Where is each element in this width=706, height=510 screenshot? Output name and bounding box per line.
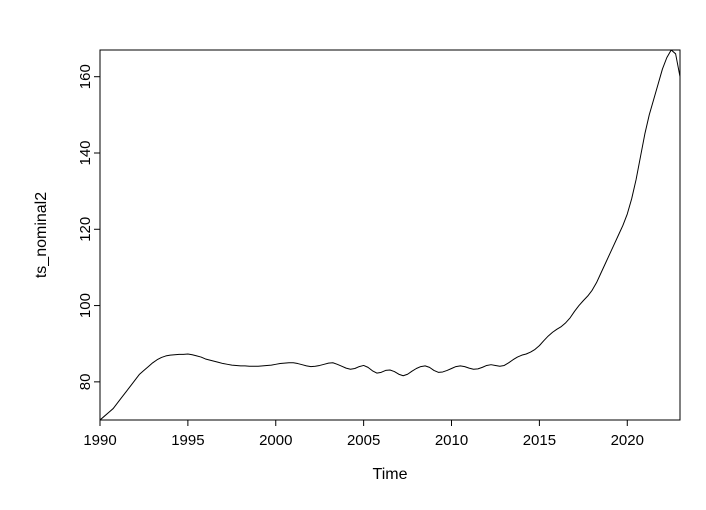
x-axis-label: Time bbox=[373, 466, 408, 483]
x-tick-label: 2020 bbox=[611, 432, 644, 449]
y-tick-label: 140 bbox=[77, 140, 94, 165]
line-chart: 1990 1995 2000 2005 2010 2015 2020 80 100 120 140 1… bbox=[0, 0, 706, 510]
x-tick-label: 2015 bbox=[523, 432, 556, 449]
x-tick-label: 1990 bbox=[83, 432, 116, 449]
x-tick-label: 1995 bbox=[171, 432, 204, 449]
y-tick-label: 160 bbox=[77, 64, 94, 89]
x-tick-label: 2005 bbox=[347, 432, 380, 449]
y-axis-label: ts_nominal2 bbox=[33, 192, 50, 278]
y-tick-label: 120 bbox=[77, 217, 94, 242]
x-tick-label: 2000 bbox=[259, 432, 292, 449]
y-tick-label: 80 bbox=[77, 374, 94, 391]
chart-svg: 1990 1995 2000 2005 2010 2015 2020 80 100 120 140 1… bbox=[0, 0, 706, 510]
x-tick-label: 2010 bbox=[435, 432, 468, 449]
y-tick-label: 100 bbox=[77, 293, 94, 318]
